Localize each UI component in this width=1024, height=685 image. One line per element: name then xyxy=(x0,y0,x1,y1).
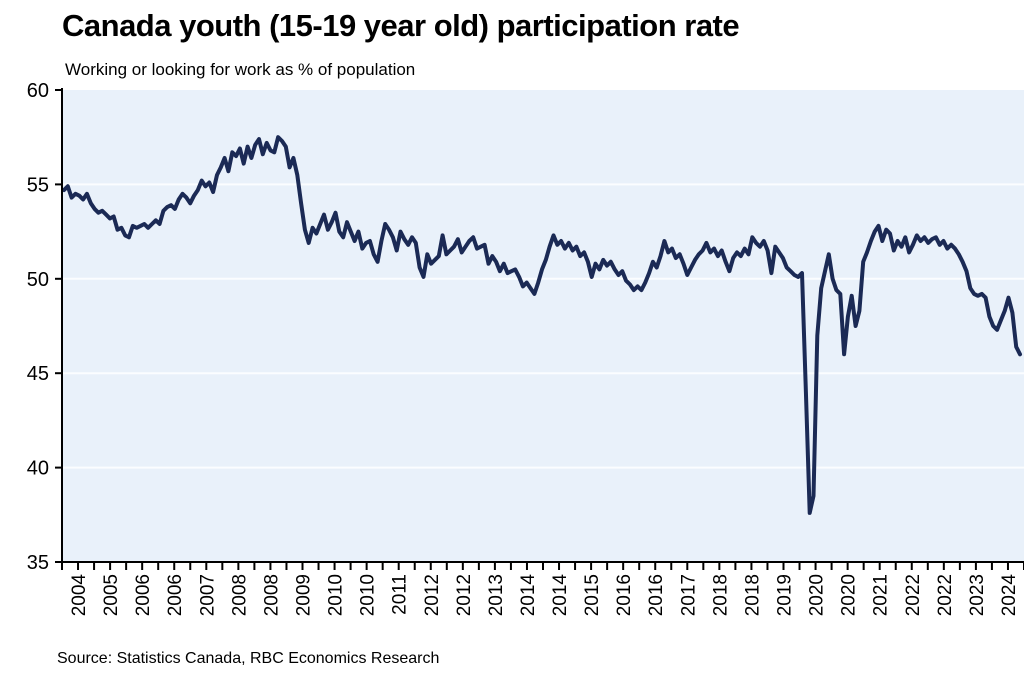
y-tick-label-45: 45 xyxy=(27,363,49,385)
x-tick-label-2009: 2009 xyxy=(294,574,315,616)
x-tick-label-2008: 2008 xyxy=(229,574,250,616)
x-tick-label-2014: 2014 xyxy=(518,574,539,617)
x-tick-label-2012: 2012 xyxy=(422,574,443,616)
x-tick-label-2007: 2007 xyxy=(197,574,218,616)
source-note: Source: Statistics Canada, RBC Economics… xyxy=(57,650,440,667)
chart-title: Canada youth (15-19 year old) participat… xyxy=(62,8,740,43)
x-tick-label-2012: 2012 xyxy=(454,574,475,616)
x-tick-label-2014: 2014 xyxy=(550,574,571,617)
x-tick-label-2016: 2016 xyxy=(646,574,667,616)
x-tick-label-2022: 2022 xyxy=(903,574,924,616)
y-tick-label-55: 55 xyxy=(27,174,49,196)
x-tick-label-2006: 2006 xyxy=(133,574,154,616)
x-tick-label-2020: 2020 xyxy=(839,574,860,616)
x-tick-label-2006: 2006 xyxy=(165,574,186,616)
x-tick-label-2021: 2021 xyxy=(871,574,892,616)
x-tick-label-2005: 2005 xyxy=(101,574,122,616)
x-tick-label-2024: 2024 xyxy=(999,574,1020,617)
x-tick-label-2019: 2019 xyxy=(775,574,796,616)
x-tick-label-2017: 2017 xyxy=(678,574,699,616)
y-tick-label-50: 50 xyxy=(27,269,49,291)
x-tick-label-2015: 2015 xyxy=(582,574,603,616)
data-line xyxy=(62,135,1022,515)
x-tick-label-2018: 2018 xyxy=(742,574,763,616)
y-tick-label-60: 60 xyxy=(27,80,49,102)
x-tick-label-2010: 2010 xyxy=(326,574,347,616)
x-tick-label-2013: 2013 xyxy=(486,574,507,616)
y-tick-label-40: 40 xyxy=(27,458,49,480)
x-tick-label-2008: 2008 xyxy=(261,574,282,616)
plot-area xyxy=(62,90,1024,562)
x-tick-label-2010: 2010 xyxy=(358,574,379,616)
x-tick-label-2011: 2011 xyxy=(390,574,411,615)
x-tick-label-2016: 2016 xyxy=(614,574,635,616)
x-tick-label-2022: 2022 xyxy=(935,574,956,616)
y-tick-label-35: 35 xyxy=(27,552,49,574)
x-tick-label-2020: 2020 xyxy=(807,574,828,616)
chart-subtitle: Working or looking for work as % of popu… xyxy=(65,60,416,79)
x-tick-label-2004: 2004 xyxy=(69,574,90,617)
x-tick-label-2023: 2023 xyxy=(967,574,988,616)
x-tick-label-2018: 2018 xyxy=(710,574,731,616)
